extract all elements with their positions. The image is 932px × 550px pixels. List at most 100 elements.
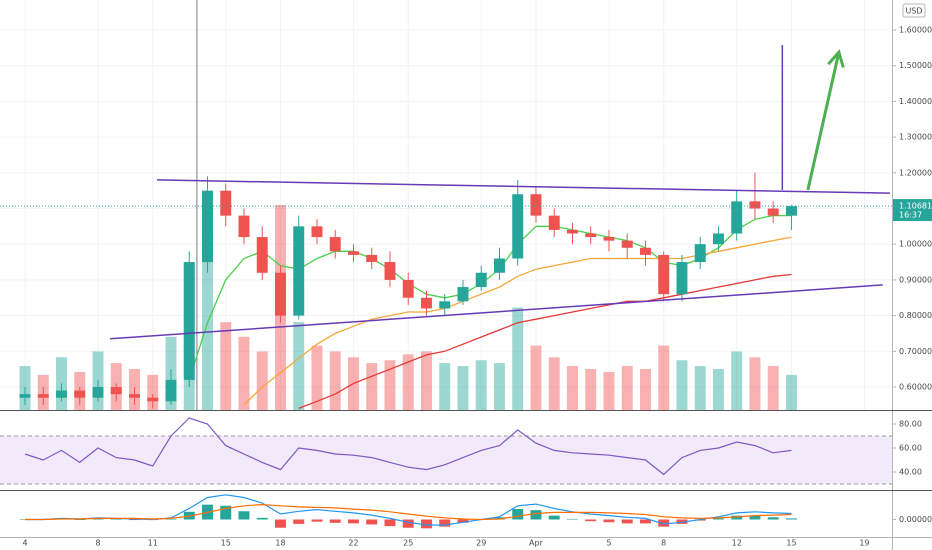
volume-bar [147,374,159,410]
candle-body [19,394,31,398]
last-price-box [893,199,932,222]
macd-histogram [749,515,761,520]
rsi-line [24,417,792,476]
macd-histogram [639,519,651,524]
candle-body [731,201,743,234]
y-tick-label: 0.60000 [899,383,932,392]
x-tick-label: 5 [606,539,611,548]
volume-bar [694,366,706,410]
volume-bar [676,360,688,410]
x-tick-label: 8 [661,539,666,548]
x-tick-label: 25 [403,539,413,548]
y-tick-label: 0.80000 [899,311,932,320]
volume-bar [238,336,250,410]
volume-bar [712,369,724,410]
x-tick-label: 18 [275,539,285,548]
candle-body [639,247,651,255]
candle-body [439,301,451,309]
macd-histogram [439,519,451,527]
y-tick-label: 1.40000 [899,97,932,106]
macd-histogram [348,519,359,524]
macd-line [25,503,792,521]
volume-bar [366,363,378,410]
candle-body [548,215,560,230]
x-tick-label: 8 [95,539,100,548]
macd-histogram [293,519,305,524]
volume-bar [621,366,633,410]
y-tick-label: 1.30000 [899,133,932,142]
x-tick-label: 12 [732,539,742,548]
macd-histogram [110,519,122,520]
volume-bar [311,345,323,410]
candle-body [384,262,396,280]
macd-histogram [256,517,268,520]
candle-body [238,215,250,238]
macd-histogram [603,519,615,523]
x-tick-label: 15 [221,539,231,548]
candle-body [92,387,104,398]
y-tick-label: 80.00 [899,420,922,429]
macd-histogram [731,515,743,520]
candle-body [566,229,578,234]
candle-body [457,287,469,302]
candle-body [165,379,177,402]
candle-body [676,262,688,295]
volume-bar [475,360,487,410]
candle-body [512,194,524,259]
macd-histogram [92,518,104,520]
moving-average [298,273,792,410]
volume-bar [639,369,651,410]
currency-box[interactable] [902,3,926,18]
volume-bar [767,366,779,410]
candle-body [348,251,359,255]
arrow-head [827,49,845,68]
candle-body [621,240,633,248]
candle-body [129,394,140,398]
volume-bar [512,307,524,410]
candle-body [712,233,724,245]
x-tick-label: 22 [348,539,358,548]
candle-body [475,272,487,288]
candle-body [749,201,761,209]
last-time-label: 16:37 [899,211,922,220]
candle-body [183,262,195,380]
volume-bar [530,345,542,410]
macd-histogram [585,519,597,522]
volume-bar [220,322,232,410]
macd-histogram [548,515,560,520]
macd-histogram [767,517,779,520]
candle-body [56,390,67,398]
candle-body [202,190,213,263]
currency-label: USD [905,7,922,16]
macd-histogram [512,509,524,520]
volume-bar [603,371,615,410]
volume-bar [566,366,578,410]
candle-body [220,190,232,216]
volume-bar [384,360,396,410]
moving-average [188,214,792,381]
macd-histogram [785,518,797,520]
candle-body [293,226,305,316]
candle-body [37,394,49,398]
macd-histogram [658,519,670,527]
y-tick-label: 1.50000 [899,61,932,70]
candle-body [402,279,414,298]
candle-body [530,194,542,216]
volume-bar [785,374,797,410]
candle-body [658,254,670,295]
macd-histogram [530,510,542,520]
macd-histogram [384,519,396,527]
volume-bar [493,363,505,410]
y-tick-label: 0.90000 [899,275,932,284]
y-tick-label: 1.00000 [899,240,932,249]
y-tick-label: 40.00 [899,468,922,477]
volume-bar [293,322,305,410]
trend-drawing [156,179,891,194]
x-tick-label: 11 [148,539,158,548]
macd-histogram [129,519,140,521]
macd-histogram [74,519,86,520]
volume-bar [421,351,432,410]
x-tick-label: Apr [529,539,544,548]
y-tick-label: 60.00 [899,444,922,453]
volume-bar [402,354,414,410]
